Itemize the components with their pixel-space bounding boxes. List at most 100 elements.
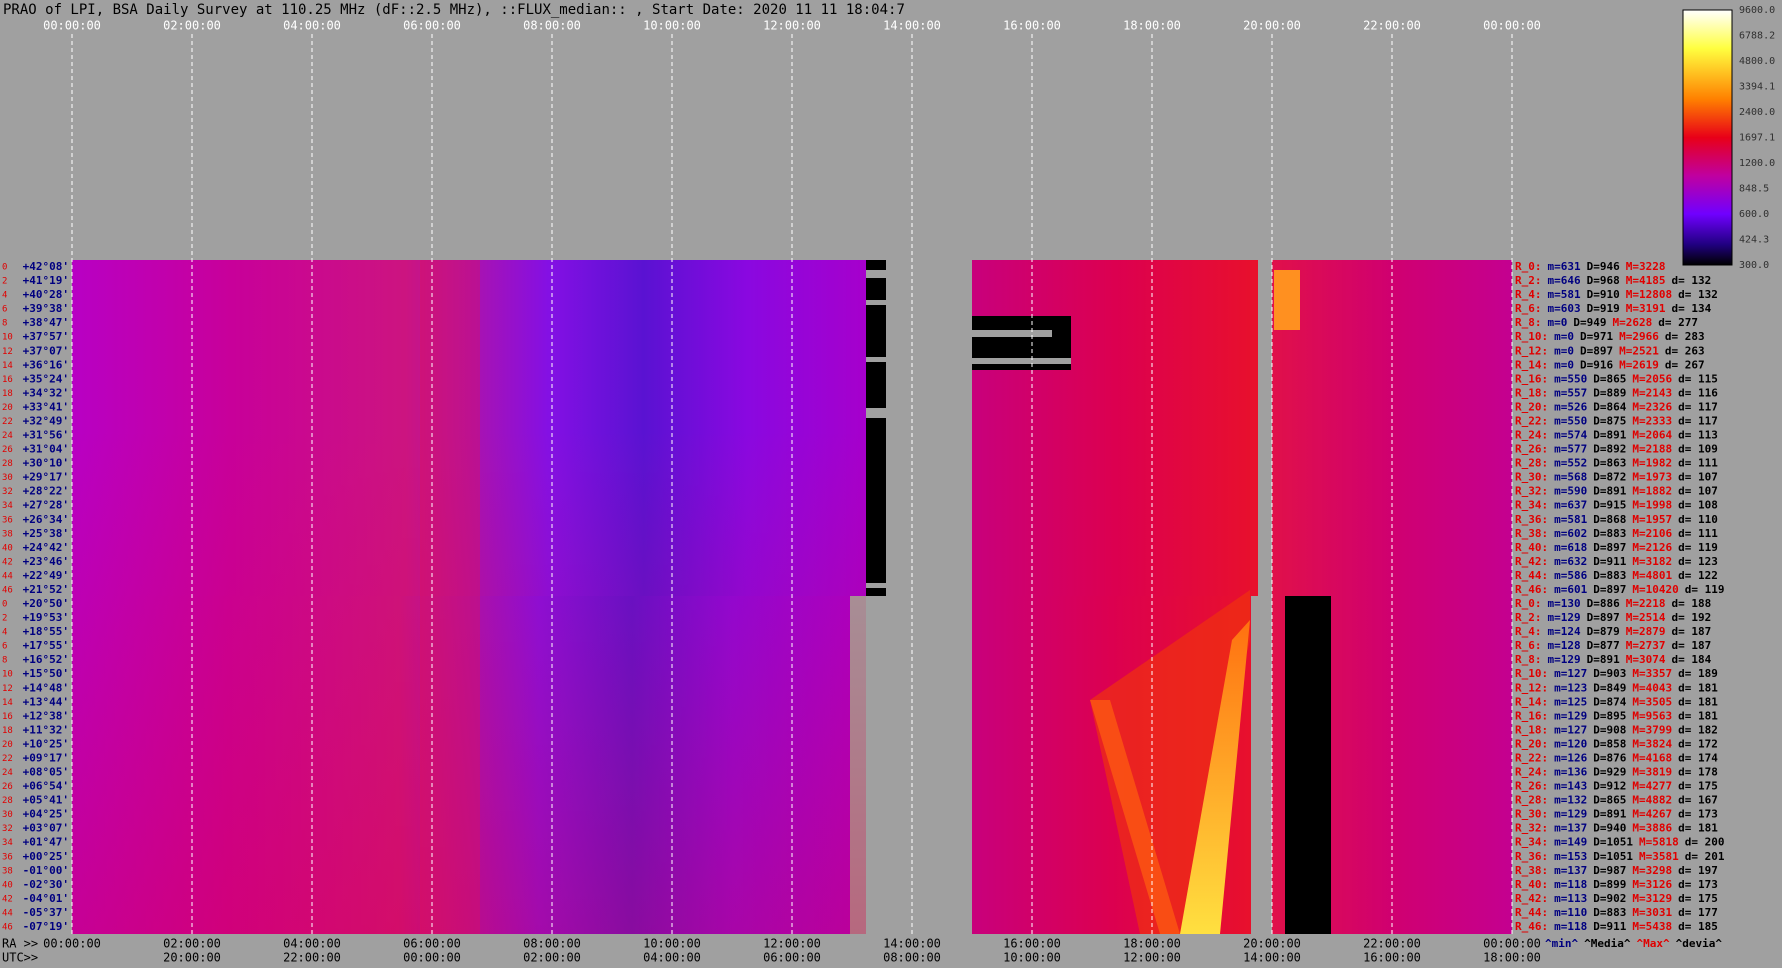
stat-field: M=2619 bbox=[1619, 358, 1659, 371]
top-time-label: 20:00:00 bbox=[1243, 19, 1301, 33]
row-stats: R_4: m=581 D=910 M=12808 d= 132 bbox=[1515, 288, 1718, 301]
stat-field: R_26: bbox=[1515, 780, 1548, 793]
stat-field: D=875 bbox=[1593, 414, 1626, 427]
stat-field: m=137 bbox=[1554, 864, 1587, 877]
row-index: 10 bbox=[2, 670, 13, 680]
row-index: 24 bbox=[2, 768, 13, 778]
row-stats: R_26: m=143 D=912 M=4277 d= 175 bbox=[1515, 780, 1718, 793]
stat-field: R_12: bbox=[1515, 681, 1548, 694]
declination-label: +08°05' bbox=[23, 766, 69, 779]
row-index: 16 bbox=[2, 712, 13, 722]
stat-field: m=110 bbox=[1554, 906, 1587, 919]
top-time-label: 08:00:00 bbox=[523, 19, 581, 33]
stat-field: m=127 bbox=[1554, 667, 1587, 680]
stat-field: m=129 bbox=[1548, 653, 1581, 666]
stat-field: M=4801 bbox=[1632, 569, 1672, 582]
stat-field: d= 267 bbox=[1665, 358, 1705, 371]
stat-field: R_20: bbox=[1515, 400, 1548, 413]
stat-field: R_4: bbox=[1515, 288, 1542, 301]
utc-label: 00:00:00 bbox=[403, 951, 461, 965]
stat-field: d= 123 bbox=[1678, 555, 1718, 568]
stat-field: D=1051 bbox=[1593, 836, 1633, 849]
declination-label: +26°34' bbox=[23, 513, 69, 526]
stats-legend: ^min^ ^Media^ ^Max^ ^devia^ bbox=[1545, 937, 1722, 950]
stat-field: D=863 bbox=[1593, 457, 1626, 470]
stat-field: D=883 bbox=[1593, 569, 1626, 582]
top-time-label: 04:00:00 bbox=[283, 19, 341, 33]
stat-field: d= 187 bbox=[1672, 625, 1712, 638]
row-stats: R_14: m=125 D=874 M=3505 d= 181 bbox=[1515, 695, 1718, 708]
declination-label: +12°38' bbox=[23, 709, 69, 722]
stat-field: m=552 bbox=[1554, 457, 1587, 470]
stat-field: d= 178 bbox=[1678, 766, 1718, 779]
declination-label: +13°44' bbox=[23, 695, 69, 708]
stat-field: D=897 bbox=[1580, 344, 1613, 357]
stat-field: M=3182 bbox=[1632, 555, 1672, 568]
row-index: 18 bbox=[2, 726, 13, 736]
stat-field: m=618 bbox=[1554, 541, 1587, 554]
top-time-label: 18:00:00 bbox=[1123, 19, 1181, 33]
stat-field: m=603 bbox=[1548, 302, 1581, 315]
stat-field: D=889 bbox=[1593, 386, 1626, 399]
row-index: 0 bbox=[2, 600, 7, 610]
stat-field: M=3819 bbox=[1632, 766, 1672, 779]
ra-label: 18:00:00 bbox=[1123, 937, 1181, 951]
declination-label: +32°49' bbox=[23, 414, 69, 427]
stat-field: R_4: bbox=[1515, 625, 1542, 638]
utc-label: 08:00:00 bbox=[883, 951, 941, 965]
stat-field: M=3129 bbox=[1632, 892, 1672, 905]
stat-field: d= 175 bbox=[1678, 892, 1718, 905]
utc-label: 04:00:00 bbox=[643, 951, 701, 965]
stat-field: d= 174 bbox=[1678, 751, 1718, 764]
stat-field: D=929 bbox=[1593, 766, 1626, 779]
row-index: 12 bbox=[2, 347, 13, 357]
stat-field: M=2188 bbox=[1632, 443, 1672, 456]
ra-label: 04:00:00 bbox=[283, 937, 341, 951]
source-track bbox=[1090, 700, 1180, 934]
stat-field: d= 122 bbox=[1678, 569, 1718, 582]
ra-label: 08:00:00 bbox=[523, 937, 581, 951]
row-index: 24 bbox=[2, 431, 13, 441]
stat-field: R_24: bbox=[1515, 429, 1548, 442]
row-index: 14 bbox=[2, 698, 13, 708]
row-index: 16 bbox=[2, 375, 13, 385]
stat-field: D=879 bbox=[1587, 625, 1620, 638]
stat-field: D=892 bbox=[1593, 443, 1626, 456]
stat-field: R_6: bbox=[1515, 302, 1542, 315]
stat-field: R_36: bbox=[1515, 850, 1548, 863]
stat-field: m=557 bbox=[1554, 386, 1587, 399]
stat-field: R_8: bbox=[1515, 653, 1542, 666]
row-stats: R_14: m=0 D=916 M=2619 d= 267 bbox=[1515, 358, 1705, 371]
top-time-label: 06:00:00 bbox=[403, 19, 461, 33]
stat-field: M=5438 bbox=[1632, 920, 1672, 933]
row-index: 30 bbox=[2, 810, 13, 820]
row-index: 26 bbox=[2, 445, 13, 455]
row-index: 44 bbox=[2, 571, 13, 581]
colorbar-label: 300.0 bbox=[1739, 260, 1769, 271]
stat-field: R_30: bbox=[1515, 471, 1548, 484]
stat-field: M=3505 bbox=[1632, 695, 1672, 708]
stat-field: D=897 bbox=[1587, 611, 1620, 624]
stat-field: R_0: bbox=[1515, 260, 1542, 273]
stat-field: R_16: bbox=[1515, 709, 1548, 722]
colorbar-label: 424.3 bbox=[1739, 235, 1769, 246]
stat-field: M=3357 bbox=[1632, 667, 1672, 680]
stat-field: M=2056 bbox=[1632, 372, 1672, 385]
stat-field: m=127 bbox=[1554, 723, 1587, 736]
stat-field: m=0 bbox=[1554, 330, 1574, 343]
row-index: 38 bbox=[2, 866, 13, 876]
stat-field: D=891 bbox=[1593, 429, 1626, 442]
stat-field: M=3126 bbox=[1632, 878, 1672, 891]
colorbar-label: 848.5 bbox=[1739, 184, 1769, 195]
row-stats: R_46: m=601 D=897 M=10420 d= 119 bbox=[1515, 583, 1724, 596]
stat-field: R_44: bbox=[1515, 569, 1548, 582]
row-stats: R_6: m=603 D=919 M=3191 d= 134 bbox=[1515, 302, 1712, 315]
row-index: 36 bbox=[2, 515, 13, 525]
stat-field: m=0 bbox=[1554, 344, 1574, 357]
stat-field: d= 182 bbox=[1678, 723, 1718, 736]
stat-field: R_44: bbox=[1515, 906, 1548, 919]
row-index: 42 bbox=[2, 894, 13, 904]
stat-field: m=123 bbox=[1554, 681, 1587, 694]
declination-label: +10°25' bbox=[23, 737, 69, 750]
stat-field: D=968 bbox=[1587, 274, 1620, 287]
